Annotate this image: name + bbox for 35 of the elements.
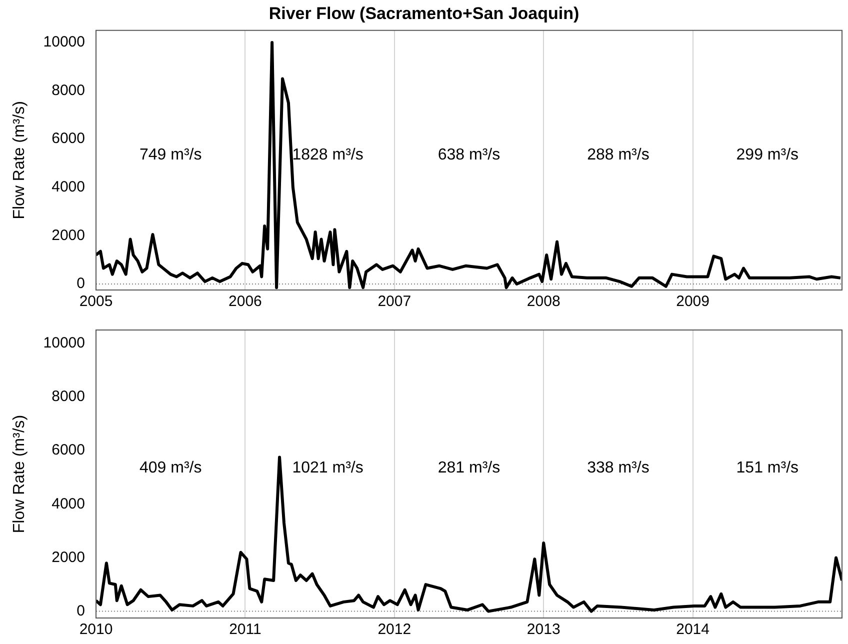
y-tick-label: 2000 <box>52 548 85 566</box>
annotation: 638 m³/s <box>438 146 500 164</box>
y-tick-label: 10000 <box>43 334 85 352</box>
annotation: 409 m³/s <box>139 460 202 477</box>
x-tick-label: 2007 <box>378 293 412 310</box>
x-tick-label: 2006 <box>228 293 262 310</box>
y-tick-label: 4000 <box>52 178 85 196</box>
y-tick-label: 6000 <box>52 130 85 148</box>
x-tick-label: 2012 <box>378 621 412 638</box>
y-axis-title: Flow Rate (m³/s) <box>11 101 28 220</box>
annotation: 288 m³/s <box>587 146 650 164</box>
annotation: 338 m³/s <box>587 460 650 477</box>
y-tick-label: 4000 <box>52 495 85 512</box>
annotation: 299 m³/s <box>736 146 799 164</box>
chart-title: River Flow (Sacramento+San Joaquin) <box>268 4 580 23</box>
x-tick-label: 2008 <box>526 293 560 310</box>
x-tick-label: 2009 <box>676 293 710 310</box>
x-tick-label: 2014 <box>676 621 710 638</box>
y-tick-label: 8000 <box>52 388 85 406</box>
annotation: 1021 m³/s <box>292 460 364 477</box>
x-tick-label: 2011 <box>229 621 262 638</box>
annotation: 281 m³/s <box>438 460 500 477</box>
annotation: 749 m³/s <box>139 146 202 164</box>
x-tick-label: 2005 <box>79 293 113 310</box>
y-tick-label: 10000 <box>43 34 85 51</box>
annotation: 1828 m³/s <box>292 146 364 164</box>
y-tick-label: 6000 <box>52 442 85 459</box>
y-tick-label: 0 <box>76 602 85 620</box>
y-tick-label: 2000 <box>52 226 85 244</box>
y-tick-label: 8000 <box>52 82 85 99</box>
y-tick-label: 0 <box>76 275 85 292</box>
x-tick-label: 2010 <box>79 621 113 638</box>
y-axis-title: Flow Rate (m³/s) <box>11 414 28 534</box>
x-tick-label: 2013 <box>526 621 560 638</box>
annotation: 151 m³/s <box>736 460 799 477</box>
